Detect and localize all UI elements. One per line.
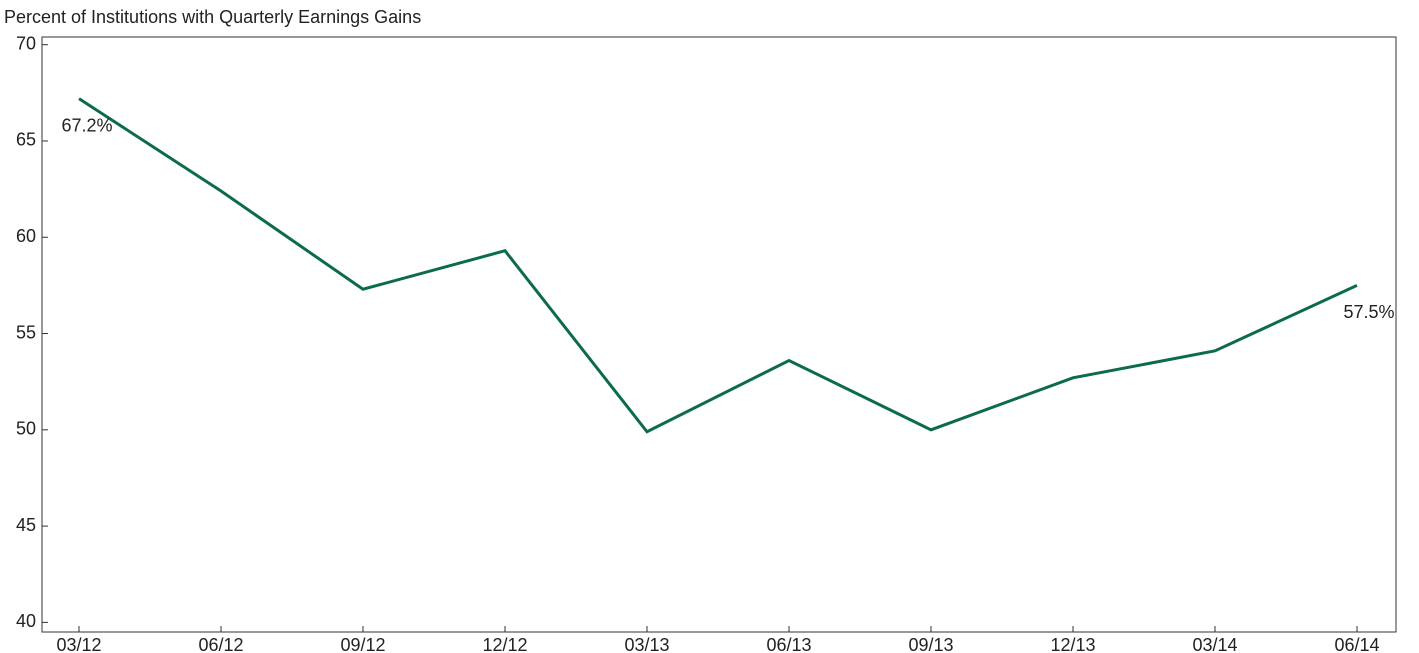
data-label: 57.5% [1343,302,1394,322]
x-tick-label: 06/12 [198,635,243,653]
y-tick-label: 40 [16,611,36,631]
x-tick-label: 12/13 [1050,635,1095,653]
x-tick-label: 06/13 [766,635,811,653]
y-tick-label: 70 [16,33,36,53]
x-tick-label: 03/12 [56,635,101,653]
plot-frame [41,36,1397,633]
data-label: 67.2% [61,115,112,135]
x-tick-label: 06/14 [1334,635,1379,653]
x-tick-label: 09/13 [908,635,953,653]
line [78,97,1358,434]
x-tick-label: 03/13 [624,635,669,653]
chart-title: Percent of Institutions with Quarterly E… [4,7,421,27]
x-tick-label: 12/12 [482,635,527,653]
x-tick-label: 09/12 [340,635,385,653]
y-tick-label: 50 [16,419,36,439]
y-tick-label: 55 [16,322,36,342]
y-tick-label: 60 [16,226,36,246]
y-tick-label: 45 [16,515,36,535]
x-tick-label: 03/14 [1192,635,1237,653]
y-tick-label: 65 [16,130,36,150]
